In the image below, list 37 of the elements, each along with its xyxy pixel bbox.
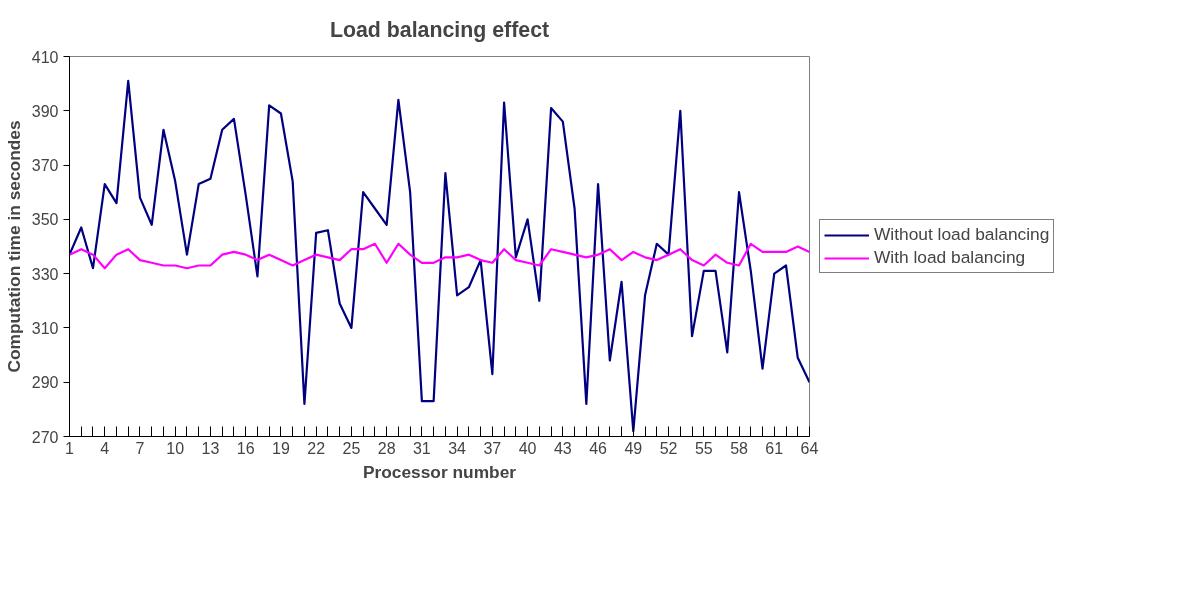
x-tick-label: 7 <box>135 439 145 457</box>
x-tick-label: 10 <box>166 439 185 457</box>
x-tick-label: 52 <box>659 439 678 457</box>
legend-label: Without load balancing <box>874 224 1050 245</box>
line-series <box>69 79 810 433</box>
legend-label: With load balancing <box>874 247 1026 268</box>
x-tick-label: 49 <box>624 439 643 457</box>
y-tick-label: 270 <box>31 428 59 446</box>
y-tick-label: 290 <box>31 374 59 392</box>
x-tick-label: 1 <box>65 439 75 457</box>
line-series <box>69 242 810 270</box>
x-tick-label: 16 <box>236 439 255 457</box>
x-tick-label: 4 <box>100 439 110 457</box>
x-tick-label: 13 <box>201 439 220 457</box>
x-tick-label: 22 <box>307 439 326 457</box>
x-tick-label: 46 <box>589 439 608 457</box>
chart-title: Load balancing effect <box>329 17 550 42</box>
y-tick-label: 410 <box>31 48 59 66</box>
x-tick-label: 64 <box>800 439 819 457</box>
x-axis-title: Processor number <box>362 461 517 482</box>
y-tick-label: 310 <box>31 319 59 337</box>
x-tick-label: 19 <box>272 439 290 457</box>
x-tick-label: 43 <box>553 439 572 457</box>
y-axis-title: Computation time in secondes <box>3 120 24 373</box>
x-tick-label: 58 <box>730 439 749 457</box>
y-tick-label: 330 <box>31 265 59 283</box>
x-tick-label: 28 <box>377 439 396 457</box>
x-tick-label: 25 <box>342 439 361 457</box>
y-tick-label: 370 <box>31 157 59 175</box>
x-tick-label: 40 <box>518 439 537 457</box>
x-tick-label: 37 <box>483 439 502 457</box>
x-tick-label: 55 <box>694 439 713 457</box>
y-tick-label: 390 <box>31 102 59 120</box>
x-tick-label: 34 <box>448 439 467 457</box>
x-tick-label: 61 <box>765 439 784 457</box>
y-tick-label: 350 <box>31 211 59 229</box>
x-tick-label: 31 <box>412 439 431 457</box>
